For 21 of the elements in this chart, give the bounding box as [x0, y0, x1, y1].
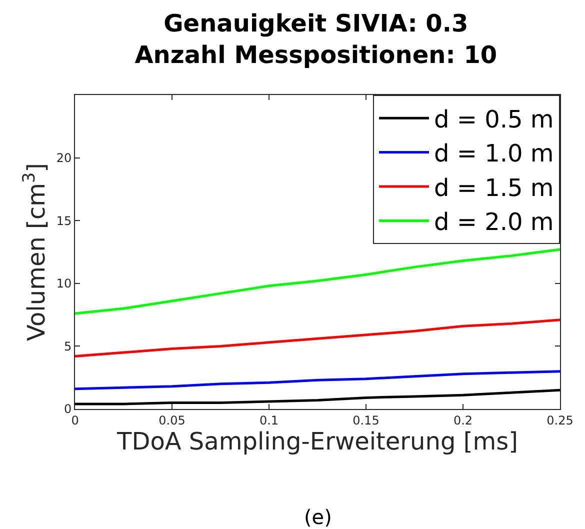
line-series: [75, 388, 560, 406]
y-tick-label: 15: [56, 214, 72, 228]
line-series: [75, 370, 560, 390]
legend-label: d = 2.0 m: [434, 208, 554, 236]
y-tick-label: 20: [56, 151, 72, 165]
y-tick-label: 5: [64, 339, 72, 354]
text: (e): [304, 505, 332, 529]
line-series: [75, 248, 560, 315]
x-tick-label: 0.1: [259, 413, 279, 428]
x-tick-label: 0.05: [158, 413, 186, 428]
x-tick-label: 0.2: [453, 413, 473, 428]
x-axis-title: TDoA Sampling-Erweiterung [ms]: [116, 428, 518, 456]
legend-label: d = 1.0 m: [434, 140, 554, 168]
legend-label: d = 1.5 m: [434, 174, 554, 202]
x-tick-label: 0.25: [546, 413, 574, 428]
y-tick-label: 10: [56, 276, 72, 291]
line-series: [75, 318, 560, 358]
y-tick-label: 0: [64, 402, 72, 416]
chart-title: Genauigkeit SIVIA: 0.3 Anzahl Messpositionen: 10: [134, 10, 498, 69]
x-tick-label: 0.15: [352, 413, 380, 428]
legend-label: d = 0.5 m: [434, 105, 554, 134]
